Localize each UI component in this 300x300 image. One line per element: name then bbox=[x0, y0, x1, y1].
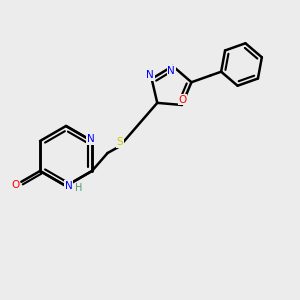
Text: N: N bbox=[87, 134, 94, 145]
Text: S: S bbox=[116, 137, 123, 147]
Text: N: N bbox=[146, 70, 154, 80]
Text: O: O bbox=[178, 94, 187, 105]
Text: N: N bbox=[167, 66, 175, 76]
Text: O: O bbox=[11, 180, 20, 190]
Text: H: H bbox=[75, 183, 82, 194]
Text: N: N bbox=[64, 181, 72, 191]
